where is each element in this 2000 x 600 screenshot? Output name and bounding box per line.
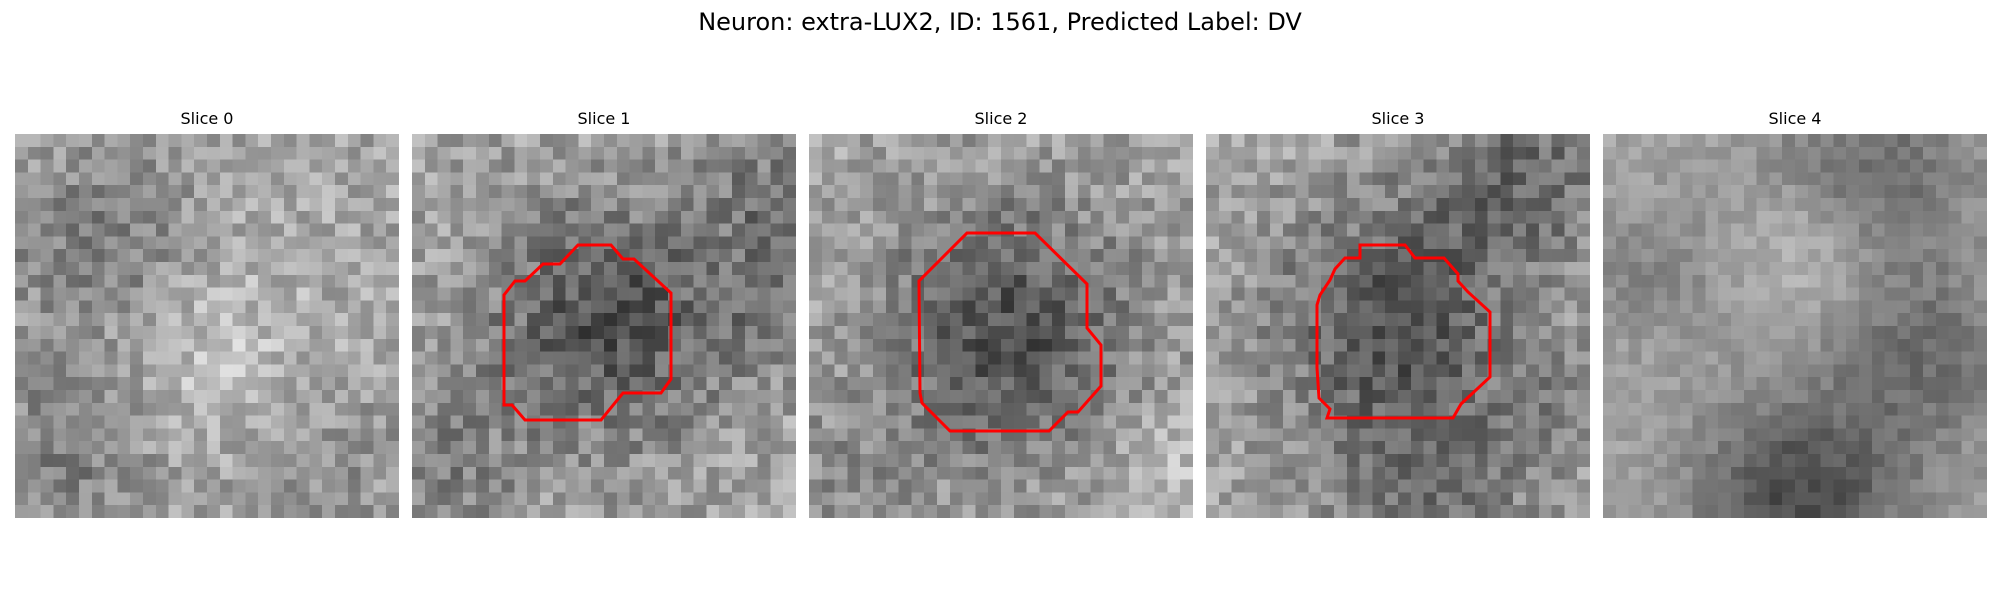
slice-title-3: Slice 3: [1371, 109, 1425, 128]
slice-panel-2: Slice 2: [809, 108, 1193, 518]
neuron-contour-1: [502, 243, 673, 422]
slice-title-2: Slice 2: [974, 109, 1028, 128]
slice-image-1: [412, 134, 796, 518]
slice-image-2: [809, 134, 1193, 518]
slice-image-0: [15, 134, 399, 518]
slice-title-0: Slice 0: [180, 109, 234, 128]
slice-image-4: [1603, 134, 1987, 518]
neuron-contour-3: [1315, 243, 1492, 420]
slice-panel-1: Slice 1: [412, 108, 796, 518]
slice-panel-3: Slice 3: [1206, 108, 1590, 518]
slice-image-3: [1206, 134, 1590, 518]
slice-panel-0: Slice 0: [15, 108, 399, 518]
slice-title-1: Slice 1: [577, 109, 631, 128]
slice-panel-4: Slice 4: [1603, 108, 1987, 518]
figure-title: Neuron: extra-LUX2, ID: 1561, Predicted …: [698, 8, 1302, 36]
neuron-contour-2: [917, 231, 1103, 433]
slice-title-4: Slice 4: [1768, 109, 1822, 128]
